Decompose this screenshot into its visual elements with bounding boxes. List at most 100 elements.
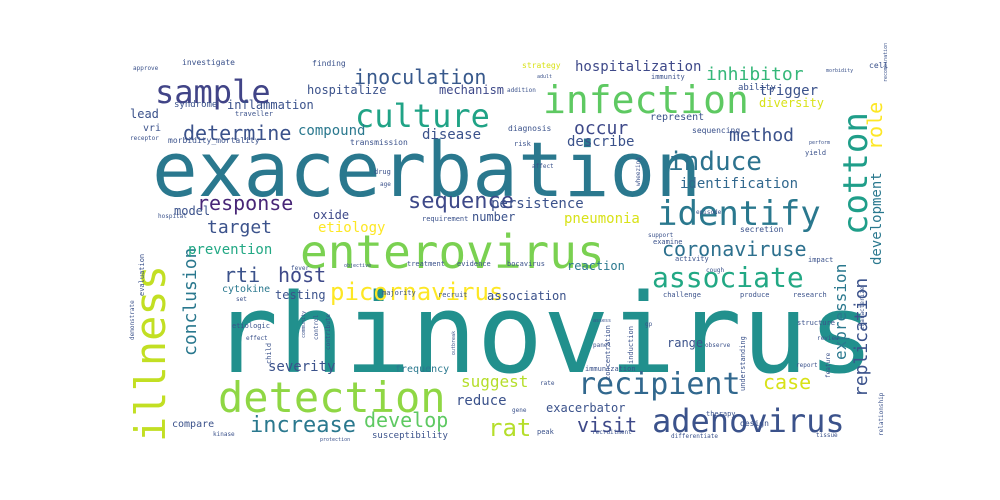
word-response: response <box>197 191 293 215</box>
word-contribute: contribute <box>325 313 332 350</box>
word-strategy: strategy <box>522 61 561 70</box>
word-bocavirus: bocavirus <box>507 260 545 268</box>
word-compound: compound <box>298 123 365 139</box>
word-demonstrate: demonstrate <box>129 300 136 340</box>
word-detection: detection <box>218 373 446 422</box>
word-observe: observe <box>705 342 731 349</box>
word-suggest: suggest <box>461 372 528 391</box>
word-differentiate: differentiate <box>671 433 718 440</box>
word-cough: cough <box>706 267 724 274</box>
word-adenovirus: adenovirus <box>652 402 845 440</box>
word-identify: identify <box>657 194 821 234</box>
word-traveller: traveller <box>235 110 273 118</box>
word-assess: assess <box>593 318 611 324</box>
word-receptor: receptor <box>130 135 159 142</box>
word-structure: structure <box>797 319 835 327</box>
word-morbidity: morbidity <box>826 68 853 74</box>
word-activity: activity <box>675 255 709 263</box>
word-increase: increase <box>250 413 356 438</box>
word-protection: protection <box>320 437 350 443</box>
word-age: age <box>380 181 391 188</box>
word-secretion: secretion <box>740 225 784 234</box>
word-identification: identification <box>680 176 798 192</box>
word-occur: occur <box>574 118 628 139</box>
word-yield: yield <box>805 149 826 157</box>
word-objective: objective <box>344 263 371 269</box>
word-recombination: recombination <box>883 43 889 82</box>
word-sequence: sequence <box>408 189 514 214</box>
word-fever: fever <box>291 265 309 272</box>
word-susceptibility: susceptibility <box>372 431 448 441</box>
word-affect: affect <box>532 163 554 170</box>
word-hospital: hospital <box>158 213 187 220</box>
word-range: range <box>667 336 703 350</box>
word-outbreak: outbreak <box>451 331 457 355</box>
word-infection: infection <box>543 78 749 122</box>
word-cell: cell <box>869 61 888 70</box>
word-cloud-background <box>125 55 893 443</box>
word-rat: rat <box>488 414 531 442</box>
word-oxide: oxide <box>313 208 349 222</box>
word-diagnosis: diagnosis <box>508 124 552 133</box>
word-association: association <box>487 289 566 303</box>
word-coronaviruse: coronaviruse <box>662 237 807 261</box>
word-relationship: relationship <box>878 392 885 436</box>
word-frequency: frequency <box>395 364 449 375</box>
word-challenge: challenge <box>663 291 701 299</box>
word-conclusion: conclusion <box>180 248 201 356</box>
word-model: model <box>174 204 210 218</box>
word-wheezing: wheezing <box>635 157 642 186</box>
word-gp: gp <box>645 321 653 328</box>
word-approve: approve <box>133 65 159 72</box>
word-risk: risk <box>514 140 532 148</box>
word-case: case <box>763 370 811 394</box>
word-effect: effect <box>246 335 268 342</box>
word-report: report <box>796 362 818 369</box>
word-understanding: understanding <box>739 336 747 391</box>
word-drug: drug <box>374 168 391 176</box>
word-examine: examine <box>653 238 683 246</box>
word-recruitment: recruitment <box>592 429 632 436</box>
word-adult: adult <box>537 74 552 80</box>
word-kinase: kinase <box>213 431 235 438</box>
word-severity: severity <box>268 359 335 375</box>
word-cloud-words: rhinovirus exacerbation enterovirus infecti… <box>126 43 889 443</box>
word-reduce: reduce <box>456 393 507 409</box>
word-therapy: therapy <box>706 410 736 418</box>
word-induction: induction <box>627 326 635 364</box>
word-picornavirus: picornavirus <box>330 278 503 306</box>
word-lead: lead <box>130 107 159 121</box>
word-concentration: concentration <box>604 325 612 380</box>
word-community: community <box>301 311 307 338</box>
word-reaction: reaction <box>567 259 625 273</box>
word-persistence: persistence <box>491 196 584 212</box>
word-compare: compare <box>172 419 214 430</box>
word-requirement: requirement <box>422 215 468 223</box>
word-recruit: recruit <box>438 291 468 299</box>
word-feature: feature <box>825 352 832 378</box>
word-rhinovirus: rhinovirus <box>212 270 874 398</box>
word-number: number <box>472 210 515 224</box>
word-etiology: etiology <box>318 220 385 236</box>
word-inoculation: inoculation <box>354 65 486 89</box>
word-diversity: diversity <box>759 96 824 110</box>
word-cotton: cotton <box>836 112 876 235</box>
word-research: research <box>793 291 827 299</box>
word-target: target <box>207 217 272 238</box>
word-majority: majority <box>382 289 416 297</box>
word-method: method <box>729 125 794 146</box>
word-etiologic: etiologic <box>232 322 270 330</box>
word-represent: represent <box>650 112 704 123</box>
word-finding: finding <box>312 59 346 68</box>
word-sequencing: sequencing <box>692 126 740 135</box>
word-peak: peak <box>537 428 555 436</box>
word-control: control <box>313 314 320 340</box>
word-hospitalization: hospitalization <box>575 59 701 75</box>
word-mechanism: mechanism <box>439 83 504 97</box>
word-rti: rti <box>224 263 260 287</box>
word-morbidity-mortality: morbidity_mortality <box>168 136 260 145</box>
word-recipient: recipient <box>578 367 741 402</box>
word-impact: impact <box>808 256 833 264</box>
word-exacerbation: exacerbation <box>152 125 701 214</box>
word-gene: gene <box>512 407 527 414</box>
